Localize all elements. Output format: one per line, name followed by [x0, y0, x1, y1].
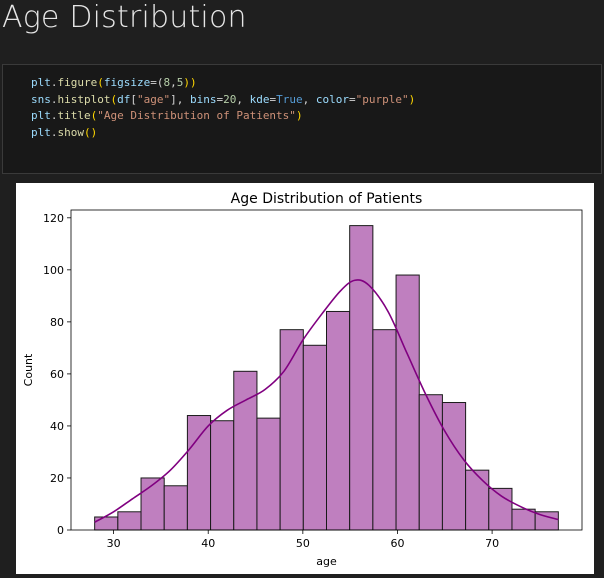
histogram-bar: [210, 420, 235, 531]
y-tick-label: 80: [50, 316, 64, 329]
code-token: ): [408, 92, 416, 106]
histogram-bar: [117, 511, 142, 531]
x-tick-label: 60: [390, 537, 404, 550]
code-token: (): [84, 125, 98, 139]
code-token: plt: [31, 125, 51, 139]
x-tick-label: 40: [201, 537, 215, 550]
histogram-bar: [349, 225, 374, 531]
code-token: histplot: [57, 92, 111, 106]
y-tick-label: 120: [43, 212, 64, 225]
y-tick-label: 0: [57, 524, 64, 537]
code-token: 8: [163, 76, 171, 89]
chart-title: Age Distribution of Patients: [231, 191, 423, 207]
code-token: sns: [31, 92, 51, 106]
histogram-bar: [256, 417, 281, 531]
code-line: plt.figure(figsize=(8,5)): [31, 75, 415, 92]
histogram-bar: [326, 310, 351, 531]
histogram-bar: [372, 329, 397, 531]
code-token: title: [57, 109, 91, 122]
code-token: [: [130, 92, 137, 106]
x-tick-label: 50: [296, 537, 310, 550]
code-token: =: [269, 92, 277, 106]
histogram-bar: [395, 274, 420, 531]
code-token: =: [348, 92, 356, 106]
code-token: 20: [223, 92, 237, 106]
section-title: Age Distribution: [2, 0, 247, 35]
code-token: plt: [31, 76, 51, 89]
code-token: )): [183, 76, 197, 89]
plot-frame: [70, 209, 583, 531]
histogram-bar: [302, 344, 327, 531]
code-token: figure: [57, 76, 98, 89]
code-cell[interactable]: plt.figure(figsize=(8,5)) sns.histplot(df…: [2, 64, 602, 174]
code-token: df: [117, 92, 131, 106]
code-token: (: [110, 92, 118, 106]
chart-output: 30 40 50 60 70 0 20 40 60 80 100 120 Age Distributio…: [16, 183, 594, 574]
code-token: ,: [170, 76, 177, 89]
code-token: ,: [236, 92, 250, 106]
code-token: figsize: [103, 76, 151, 89]
histogram-bar: [94, 516, 119, 531]
code-token: bins: [189, 92, 217, 106]
histogram-bar: [163, 485, 188, 531]
code-token: True: [276, 92, 303, 106]
code-token: .: [50, 109, 58, 122]
histogram-bar: [186, 415, 212, 531]
code-line: sns.histplot(df["age"], bins=20, kde=Tru…: [31, 92, 415, 109]
code-token: color: [315, 92, 349, 106]
code-token: ,: [302, 92, 316, 106]
code-token: .: [50, 92, 58, 106]
code-token: kde: [249, 92, 270, 106]
code-token: "purple": [355, 92, 409, 106]
histogram-bar: [441, 402, 467, 531]
code-token: =: [216, 92, 224, 106]
histogram-bar: [418, 394, 443, 531]
code-token: ],: [170, 92, 190, 106]
x-tick-label: 30: [107, 537, 121, 550]
code-token: 5: [176, 76, 184, 89]
y-tick-label: 60: [50, 368, 64, 381]
code-token: "age": [136, 92, 171, 106]
code-token: "Age Distribution of Patients": [97, 109, 296, 122]
kde-line: [94, 279, 559, 523]
x-axis-label: age: [316, 555, 337, 568]
code-line: plt.show(): [31, 125, 415, 142]
code-token: .: [50, 76, 58, 89]
y-axis-label: Count: [22, 353, 35, 386]
y-tick-label: 100: [43, 264, 64, 277]
histogram-bar: [465, 469, 490, 531]
y-tick-label: 20: [50, 472, 64, 485]
histogram-bar: [233, 370, 258, 531]
code-token: .: [50, 125, 58, 139]
x-tick-label: 70: [485, 537, 499, 550]
code-token: (: [90, 109, 98, 122]
code-token: ): [295, 109, 303, 122]
code-token: show: [57, 125, 85, 139]
code-token: =(: [150, 76, 164, 89]
y-tick-label: 40: [50, 420, 64, 433]
histogram-chart: 30 40 50 60 70 0 20 40 60 80 100 120 Age Distributio…: [22, 191, 583, 568]
code-editor[interactable]: plt.figure(figsize=(8,5)) sns.histplot(df…: [31, 75, 415, 141]
code-token: (: [97, 76, 104, 89]
code-token: plt: [31, 109, 51, 122]
code-line: plt.title("Age Distribution of Patients"…: [31, 108, 415, 125]
